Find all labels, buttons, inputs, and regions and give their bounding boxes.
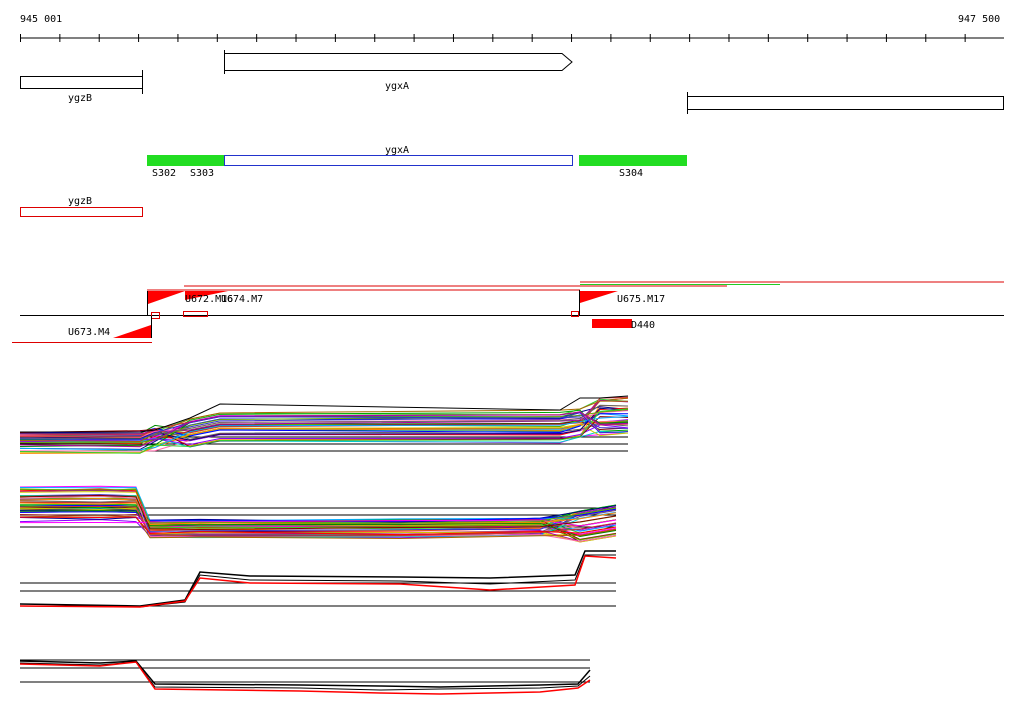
panel-4-series <box>19 660 591 688</box>
panel-1-series <box>19 407 629 441</box>
panel-1-series <box>20 395 629 433</box>
u675-label: U675.M17 <box>617 294 665 305</box>
u672-marker <box>151 312 160 319</box>
segment-s303-label: S303 <box>190 168 214 179</box>
panel-1-series <box>19 400 629 442</box>
gene-ygxA-arrow[interactable] <box>224 53 573 71</box>
d440-label: D440 <box>631 320 655 331</box>
u675-ramp[interactable] <box>580 291 618 303</box>
segment-ygxA-box[interactable] <box>224 155 573 166</box>
panel-2-series <box>19 516 617 536</box>
gene-ygzB-label: ygzB <box>68 93 92 104</box>
panel-1-series <box>19 408 629 444</box>
gene-right-box[interactable] <box>687 96 1004 110</box>
expression-panel-3 <box>19 550 617 608</box>
segment-ygxA-label: ygxA <box>385 145 409 156</box>
panel-2-series <box>19 489 617 524</box>
axis-ticks <box>20 34 966 42</box>
panel-2-series <box>19 505 617 537</box>
u672-label: U672.M16 <box>185 294 233 305</box>
u674-ramp[interactable] <box>185 291 228 300</box>
panel-2-series <box>19 505 617 523</box>
expression-panel-1 <box>19 395 629 454</box>
segment-s304-label: S304 <box>619 168 643 179</box>
panel-3-series <box>19 550 616 607</box>
segment-s302-s303[interactable] <box>147 155 224 166</box>
panel-2-series <box>19 500 617 536</box>
panel-1-series <box>19 412 629 441</box>
panel-2-series <box>19 494 617 531</box>
u674-label: U674.M7 <box>221 294 263 305</box>
ygzB-transcript-box[interactable] <box>20 207 143 217</box>
panel-3-series <box>19 555 617 608</box>
panel-2-series <box>19 498 617 526</box>
panel-1-series <box>19 411 629 448</box>
u675-marker <box>571 311 579 317</box>
panel-3-series <box>19 554 616 608</box>
axis-start-label: 945 001 <box>20 14 62 25</box>
gene-ygxA-label: ygxA <box>385 81 409 92</box>
axis-end-label: 947 500 <box>958 14 1000 25</box>
u672-ramp[interactable] <box>148 291 185 304</box>
panel-2-series <box>19 515 617 540</box>
segment-s302-label: S302 <box>152 168 176 179</box>
segment-s304[interactable] <box>579 155 687 166</box>
d440-box[interactable] <box>592 319 632 328</box>
panel-2-series <box>19 507 617 543</box>
ygzB-transcript-label: ygzB <box>68 196 92 207</box>
u673-ramp[interactable] <box>113 325 151 338</box>
panel-2-series <box>19 504 617 538</box>
expression-panel-2 <box>19 485 617 543</box>
u673-label: U673.M4 <box>68 327 110 338</box>
expression-panel-4 <box>19 659 591 695</box>
panel-2-series <box>19 519 617 527</box>
gene-ygzB-box[interactable] <box>20 76 143 89</box>
u674-marker <box>183 311 208 317</box>
panel-1-series <box>19 399 629 435</box>
panel-4-series <box>19 661 591 695</box>
panel-1-series <box>19 424 629 445</box>
